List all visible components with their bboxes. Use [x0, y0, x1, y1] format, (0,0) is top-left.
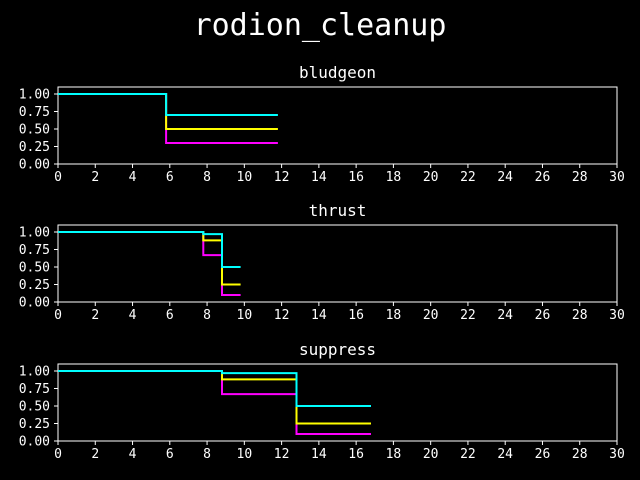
x-tick-label: 4 — [129, 447, 137, 462]
x-tick-label: 0 — [54, 308, 62, 323]
series-line-2 — [58, 93, 278, 116]
x-tick-label: 16 — [348, 308, 364, 323]
y-tick-label: 0.00 — [19, 435, 50, 450]
y-tick-label: 0.50 — [19, 400, 50, 415]
x-tick-label: 24 — [497, 447, 513, 462]
x-tick-label: 0 — [54, 170, 62, 185]
x-tick-label: 26 — [535, 308, 551, 323]
axes-frame — [57, 363, 618, 442]
x-tick-label: 22 — [460, 308, 476, 323]
x-tick-label: 10 — [237, 447, 253, 462]
x-tick-label: 20 — [423, 447, 439, 462]
x-tick-label: 12 — [274, 308, 290, 323]
x-tick-label: 8 — [203, 308, 211, 323]
y-tick-label: 1.00 — [19, 365, 50, 380]
series-line-0 — [58, 370, 371, 435]
x-tick-label: 14 — [311, 447, 327, 462]
x-tick-label: 12 — [274, 447, 290, 462]
figure-title: rodion_cleanup — [194, 8, 447, 43]
x-tick-label: 26 — [535, 170, 551, 185]
y-tick-label: 1.00 — [19, 88, 50, 103]
x-tick-label: 6 — [166, 170, 174, 185]
x-tick-label: 28 — [572, 447, 588, 462]
x-tick-label: 14 — [311, 308, 327, 323]
y-tick-label: 0.50 — [19, 123, 50, 138]
x-tick-label: 20 — [423, 308, 439, 323]
x-tick-label: 24 — [497, 308, 513, 323]
y-tick-label: 0.75 — [19, 105, 50, 120]
x-tick-label: 18 — [386, 308, 402, 323]
x-tick-label: 22 — [460, 447, 476, 462]
x-tick-label: 30 — [609, 447, 625, 462]
x-tick-label: 26 — [535, 447, 551, 462]
y-tick-label: 0.00 — [19, 296, 50, 311]
y-tick-label: 0.00 — [19, 158, 50, 173]
axes-frame — [57, 86, 618, 165]
subplot-title: bludgeon — [299, 63, 376, 82]
x-tick-label: 18 — [386, 170, 402, 185]
subplot-title: thrust — [309, 201, 367, 220]
x-tick-label: 28 — [572, 170, 588, 185]
axes-frame — [57, 224, 618, 303]
x-tick-label: 10 — [237, 308, 253, 323]
x-tick-label: 18 — [386, 447, 402, 462]
y-tick-label: 0.75 — [19, 382, 50, 397]
y-tick-label: 0.50 — [19, 261, 50, 276]
series-line-1 — [58, 93, 278, 130]
x-tick-label: 30 — [609, 170, 625, 185]
y-tick-label: 0.75 — [19, 243, 50, 258]
x-tick-label: 6 — [166, 308, 174, 323]
y-tick-label: 1.00 — [19, 226, 50, 241]
x-tick-label: 28 — [572, 308, 588, 323]
series-line-0 — [58, 231, 241, 296]
y-tick-label: 0.25 — [19, 417, 50, 432]
x-tick-label: 2 — [91, 170, 99, 185]
x-tick-label: 10 — [237, 170, 253, 185]
series-line-1 — [58, 231, 241, 286]
series-line-2 — [58, 370, 371, 407]
x-tick-label: 8 — [203, 447, 211, 462]
x-tick-label: 12 — [274, 170, 290, 185]
y-tick-label: 0.25 — [19, 278, 50, 293]
x-tick-label: 2 — [91, 308, 99, 323]
series-line-1 — [58, 370, 371, 425]
x-tick-label: 4 — [129, 308, 137, 323]
x-tick-label: 2 — [91, 447, 99, 462]
y-tick-label: 0.25 — [19, 140, 50, 155]
x-tick-label: 16 — [348, 447, 364, 462]
subplot-title: suppress — [299, 340, 376, 359]
x-tick-label: 24 — [497, 170, 513, 185]
series-line-2 — [58, 231, 241, 268]
x-tick-label: 8 — [203, 170, 211, 185]
x-tick-label: 0 — [54, 447, 62, 462]
x-tick-label: 30 — [609, 308, 625, 323]
x-tick-label: 20 — [423, 170, 439, 185]
series-line-0 — [58, 93, 278, 144]
x-tick-label: 6 — [166, 447, 174, 462]
x-tick-label: 22 — [460, 170, 476, 185]
x-tick-label: 4 — [129, 170, 137, 185]
x-tick-label: 16 — [348, 170, 364, 185]
x-tick-label: 14 — [311, 170, 327, 185]
